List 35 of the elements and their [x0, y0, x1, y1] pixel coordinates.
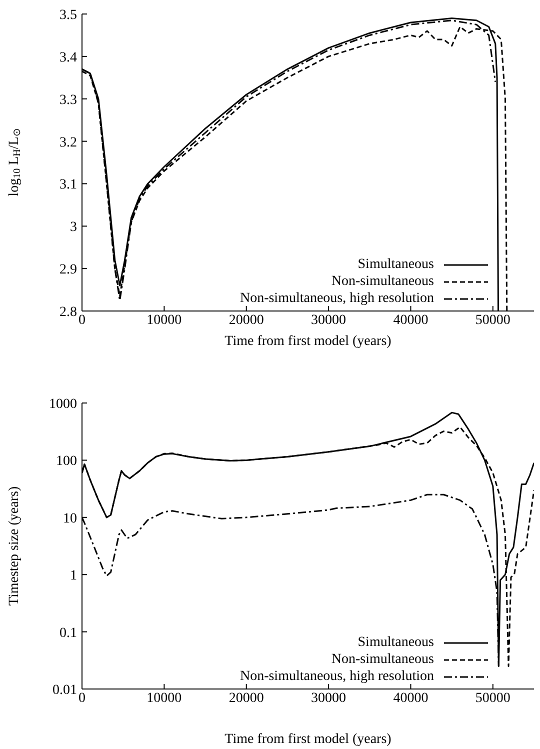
- x-axis-title: Time from first model (years): [224, 334, 392, 349]
- y-tick-label: 3.3: [60, 92, 77, 108]
- x-tick-label: 20000: [228, 312, 264, 328]
- x-tick-label: 40000: [393, 312, 428, 328]
- y-tick-label: 1000: [49, 396, 77, 412]
- y-tick-label: 3.1: [60, 178, 77, 193]
- x-tick-label: 30000: [311, 312, 346, 328]
- x-tick-label: 50000: [475, 312, 510, 328]
- legend-label: Non-simultaneous, high resolution: [240, 290, 434, 307]
- y-axis-title: Timestep size (years): [6, 486, 22, 606]
- x-tick-label: 50000: [475, 690, 510, 706]
- x-tick-label: 0: [78, 312, 86, 328]
- legend-label: Simultaneous: [358, 256, 434, 273]
- y-tick-label: 3.4: [60, 50, 77, 66]
- y-tick-label: 3.5: [60, 8, 77, 23]
- x-axis-title: Time from first model (years): [224, 732, 392, 747]
- y-tick-label: 10: [63, 511, 77, 526]
- x-tick-label: 10000: [146, 690, 182, 706]
- x-tick-label: 20000: [228, 690, 264, 706]
- x-tick-label: 30000: [311, 690, 346, 706]
- x-tick-label: 0: [78, 690, 86, 706]
- y-tick-label: 0.1: [60, 626, 77, 641]
- legend-label: Non-simultaneous: [331, 651, 434, 668]
- x-tick-label: 10000: [146, 312, 182, 328]
- y-tick-label: 1: [70, 568, 77, 584]
- legend-label: Non-simultaneous, high resolution: [240, 668, 434, 685]
- y-tick-label: 0.01: [52, 682, 77, 698]
- y-tick-label: 2.8: [60, 304, 77, 320]
- legend-label: Non-simultaneous: [331, 273, 434, 290]
- x-tick-label: 40000: [393, 690, 428, 706]
- y-tick-label: 100: [56, 454, 77, 470]
- y-tick-label: 2.9: [60, 262, 77, 278]
- legend-label: Simultaneous: [358, 634, 434, 651]
- y-tick-label: 3.2: [60, 135, 77, 150]
- y-tick-label: 3: [70, 220, 77, 236]
